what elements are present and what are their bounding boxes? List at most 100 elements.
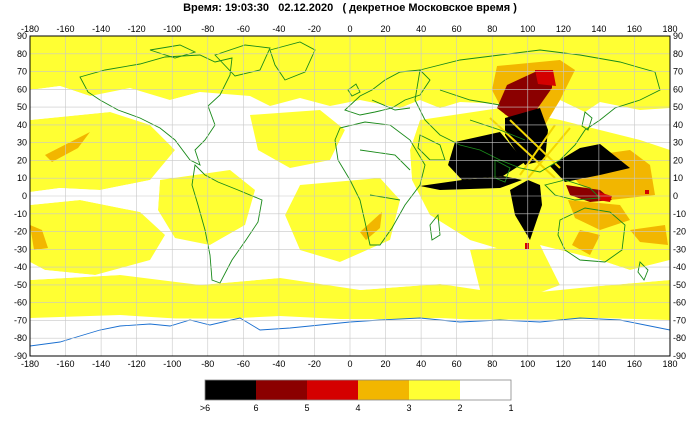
legend-swatch	[205, 380, 256, 400]
plot-frame	[29, 35, 671, 357]
x-tick-label-bottom: -180	[21, 359, 39, 369]
x-tick-label-bottom: 60	[452, 359, 462, 369]
y-tick-label-right: -50	[673, 280, 686, 290]
y-tick-label-left: 0	[22, 191, 27, 201]
y-tick-label-right: 80	[673, 49, 683, 59]
legend-swatch	[460, 380, 511, 400]
x-tick-label-top: 100	[520, 24, 535, 34]
x-tick-label-top: -180	[21, 24, 39, 34]
x-tick-label-top: 20	[381, 24, 391, 34]
y-tick-label-right: 30	[673, 138, 683, 148]
y-tick-label-left: -40	[14, 262, 27, 272]
legend-swatch	[256, 380, 307, 400]
date-label: 02.12.2020	[278, 2, 334, 14]
x-tick-label-top: 140	[591, 24, 606, 34]
y-tick-label-left: 60	[17, 84, 27, 94]
x-tick-label-top: 180	[662, 24, 677, 34]
x-tick-label-bottom: -80	[201, 359, 214, 369]
y-tick-label-right: 10	[673, 173, 683, 183]
y-tick-label-right: 20	[673, 155, 683, 165]
coastlines	[79, 41, 661, 284]
x-tick-label-top: 80	[487, 24, 497, 34]
y-tick-label-right: 50	[673, 102, 683, 112]
x-tick-label-bottom: 160	[627, 359, 642, 369]
y-tick-label-right: -80	[673, 333, 686, 343]
x-tick-label-top: -60	[237, 24, 250, 34]
legend-label: 3	[406, 403, 411, 413]
y-tick-label-right: -90	[673, 351, 686, 361]
color-legend: >6 6 5 4 3 2 1	[200, 379, 514, 413]
x-tick-label-top: -40	[272, 24, 285, 34]
x-tick-label-top: 40	[416, 24, 426, 34]
x-tick-label-top: 0	[347, 24, 352, 34]
y-tick-label-right: 90	[673, 31, 683, 41]
y-tick-label-left: -80	[14, 333, 27, 343]
legend-label: 6	[253, 403, 258, 413]
x-tick-label-top: -160	[57, 24, 75, 34]
x-tick-label-bottom: -20	[308, 359, 321, 369]
y-tick-label-right: -30	[673, 244, 686, 254]
x-tick-label-top: -140	[92, 24, 110, 34]
x-tick-label-bottom: -60	[237, 359, 250, 369]
x-tick-label-bottom: 140	[591, 359, 606, 369]
legend-swatch	[358, 380, 409, 400]
y-tick-label-left: -90	[14, 351, 27, 361]
map-title: Время: 19:03:30 02.12.2020 ( декретное М…	[0, 2, 700, 14]
legend-label: 5	[304, 403, 309, 413]
y-tick-label-right: -40	[673, 262, 686, 272]
legend-swatch	[409, 380, 460, 400]
x-tick-label-bottom: -40	[272, 359, 285, 369]
x-tick-label-bottom: 0	[347, 359, 352, 369]
transition-bands	[489, 117, 571, 179]
grid	[29, 35, 671, 357]
coverage-level-max	[420, 108, 630, 240]
y-tick-label-left: -50	[14, 280, 27, 290]
y-tick-label-right: -20	[673, 227, 686, 237]
x-tick-label-bottom: 20	[381, 359, 391, 369]
y-tick-label-left: 70	[17, 67, 27, 77]
x-tick-label-top: -100	[163, 24, 181, 34]
y-tick-label-left: -30	[14, 244, 27, 254]
y-tick-label-right: -10	[673, 209, 686, 219]
time-label: Время: 19:03:30	[183, 2, 270, 14]
y-tick-label-right: 40	[673, 120, 683, 130]
x-tick-label-bottom: -140	[92, 359, 110, 369]
y-tick-label-right: 70	[673, 67, 683, 77]
coverage-level-5	[525, 70, 649, 249]
x-tick-label-bottom: 40	[416, 359, 426, 369]
x-tick-label-top: -20	[308, 24, 321, 34]
x-tick-label-bottom: 120	[556, 359, 571, 369]
legend-swatch	[307, 380, 358, 400]
y-tick-label-left: -70	[14, 315, 27, 325]
x-tick-label-bottom: 80	[487, 359, 497, 369]
legend-label: >6	[200, 403, 210, 413]
y-tick-label-right: 0	[673, 191, 678, 201]
y-tick-label-left: 50	[17, 102, 27, 112]
y-tick-label-left: 40	[17, 120, 27, 130]
x-tick-label-bottom: -120	[128, 359, 146, 369]
y-tick-label-right: 60	[673, 84, 683, 94]
y-tick-label-left: 10	[17, 173, 27, 183]
y-tick-label-left: -20	[14, 227, 27, 237]
legend-label: 2	[457, 403, 462, 413]
x-tick-label-top: 60	[452, 24, 462, 34]
y-tick-label-left: -10	[14, 209, 27, 219]
tick-labels: -180-180-160-160-140-140-120-120-100-100…	[14, 24, 686, 369]
y-tick-label-left: 80	[17, 49, 27, 59]
x-tick-label-bottom: 180	[662, 359, 677, 369]
y-tick-label-right: -70	[673, 315, 686, 325]
x-tick-label-bottom: -100	[163, 359, 181, 369]
x-tick-label-top: 160	[627, 24, 642, 34]
y-tick-label-left: 30	[17, 138, 27, 148]
y-tick-label-right: -60	[673, 298, 686, 308]
x-tick-label-top: -120	[128, 24, 146, 34]
timezone-label: ( декретное Московское время )	[342, 2, 517, 14]
x-tick-label-bottom: -160	[57, 359, 75, 369]
y-tick-label-left: 90	[17, 31, 27, 41]
legend-label: 1	[508, 403, 513, 413]
x-tick-label-top: -80	[201, 24, 214, 34]
y-tick-label-left: 20	[17, 155, 27, 165]
legend-label: 4	[355, 403, 360, 413]
y-tick-label-left: -60	[14, 298, 27, 308]
